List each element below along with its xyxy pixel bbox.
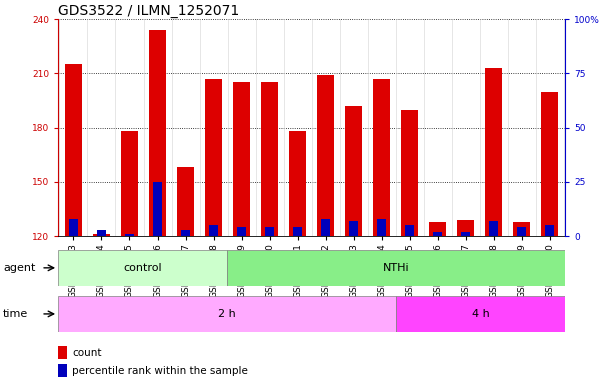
- Bar: [93, 234, 110, 236]
- Bar: [97, 230, 106, 236]
- Bar: [541, 91, 558, 236]
- Bar: [227, 250, 565, 286]
- Text: time: time: [3, 309, 28, 319]
- Bar: [405, 225, 414, 236]
- Bar: [345, 106, 362, 236]
- Bar: [125, 234, 134, 236]
- Bar: [461, 232, 470, 236]
- Bar: [317, 75, 334, 236]
- Text: 2 h: 2 h: [218, 309, 236, 319]
- Bar: [430, 222, 446, 236]
- Bar: [396, 296, 565, 332]
- Bar: [121, 131, 138, 236]
- Bar: [293, 227, 302, 236]
- Bar: [545, 225, 554, 236]
- Bar: [401, 109, 418, 236]
- Bar: [261, 83, 278, 236]
- Bar: [58, 250, 227, 286]
- Text: agent: agent: [3, 263, 35, 273]
- Bar: [517, 227, 526, 236]
- Text: GDS3522 / ILMN_1252071: GDS3522 / ILMN_1252071: [58, 4, 240, 18]
- Bar: [153, 182, 162, 236]
- Bar: [181, 230, 190, 236]
- Text: count: count: [72, 348, 102, 358]
- Bar: [65, 65, 82, 236]
- Text: percentile rank within the sample: percentile rank within the sample: [72, 366, 248, 376]
- Bar: [177, 167, 194, 236]
- Bar: [233, 83, 250, 236]
- Bar: [513, 222, 530, 236]
- Bar: [205, 79, 222, 236]
- Bar: [58, 364, 67, 377]
- Bar: [69, 219, 78, 236]
- Bar: [58, 296, 396, 332]
- Bar: [485, 68, 502, 236]
- Text: control: control: [123, 263, 162, 273]
- Bar: [377, 219, 386, 236]
- Bar: [489, 221, 499, 236]
- Bar: [433, 232, 442, 236]
- Bar: [373, 79, 390, 236]
- Bar: [265, 227, 274, 236]
- Bar: [457, 220, 474, 236]
- Bar: [237, 227, 246, 236]
- Bar: [149, 30, 166, 236]
- Bar: [349, 221, 358, 236]
- Text: 4 h: 4 h: [472, 309, 489, 319]
- Text: NTHi: NTHi: [383, 263, 409, 273]
- Bar: [289, 131, 306, 236]
- Bar: [58, 346, 67, 359]
- Bar: [321, 219, 330, 236]
- Bar: [209, 225, 218, 236]
